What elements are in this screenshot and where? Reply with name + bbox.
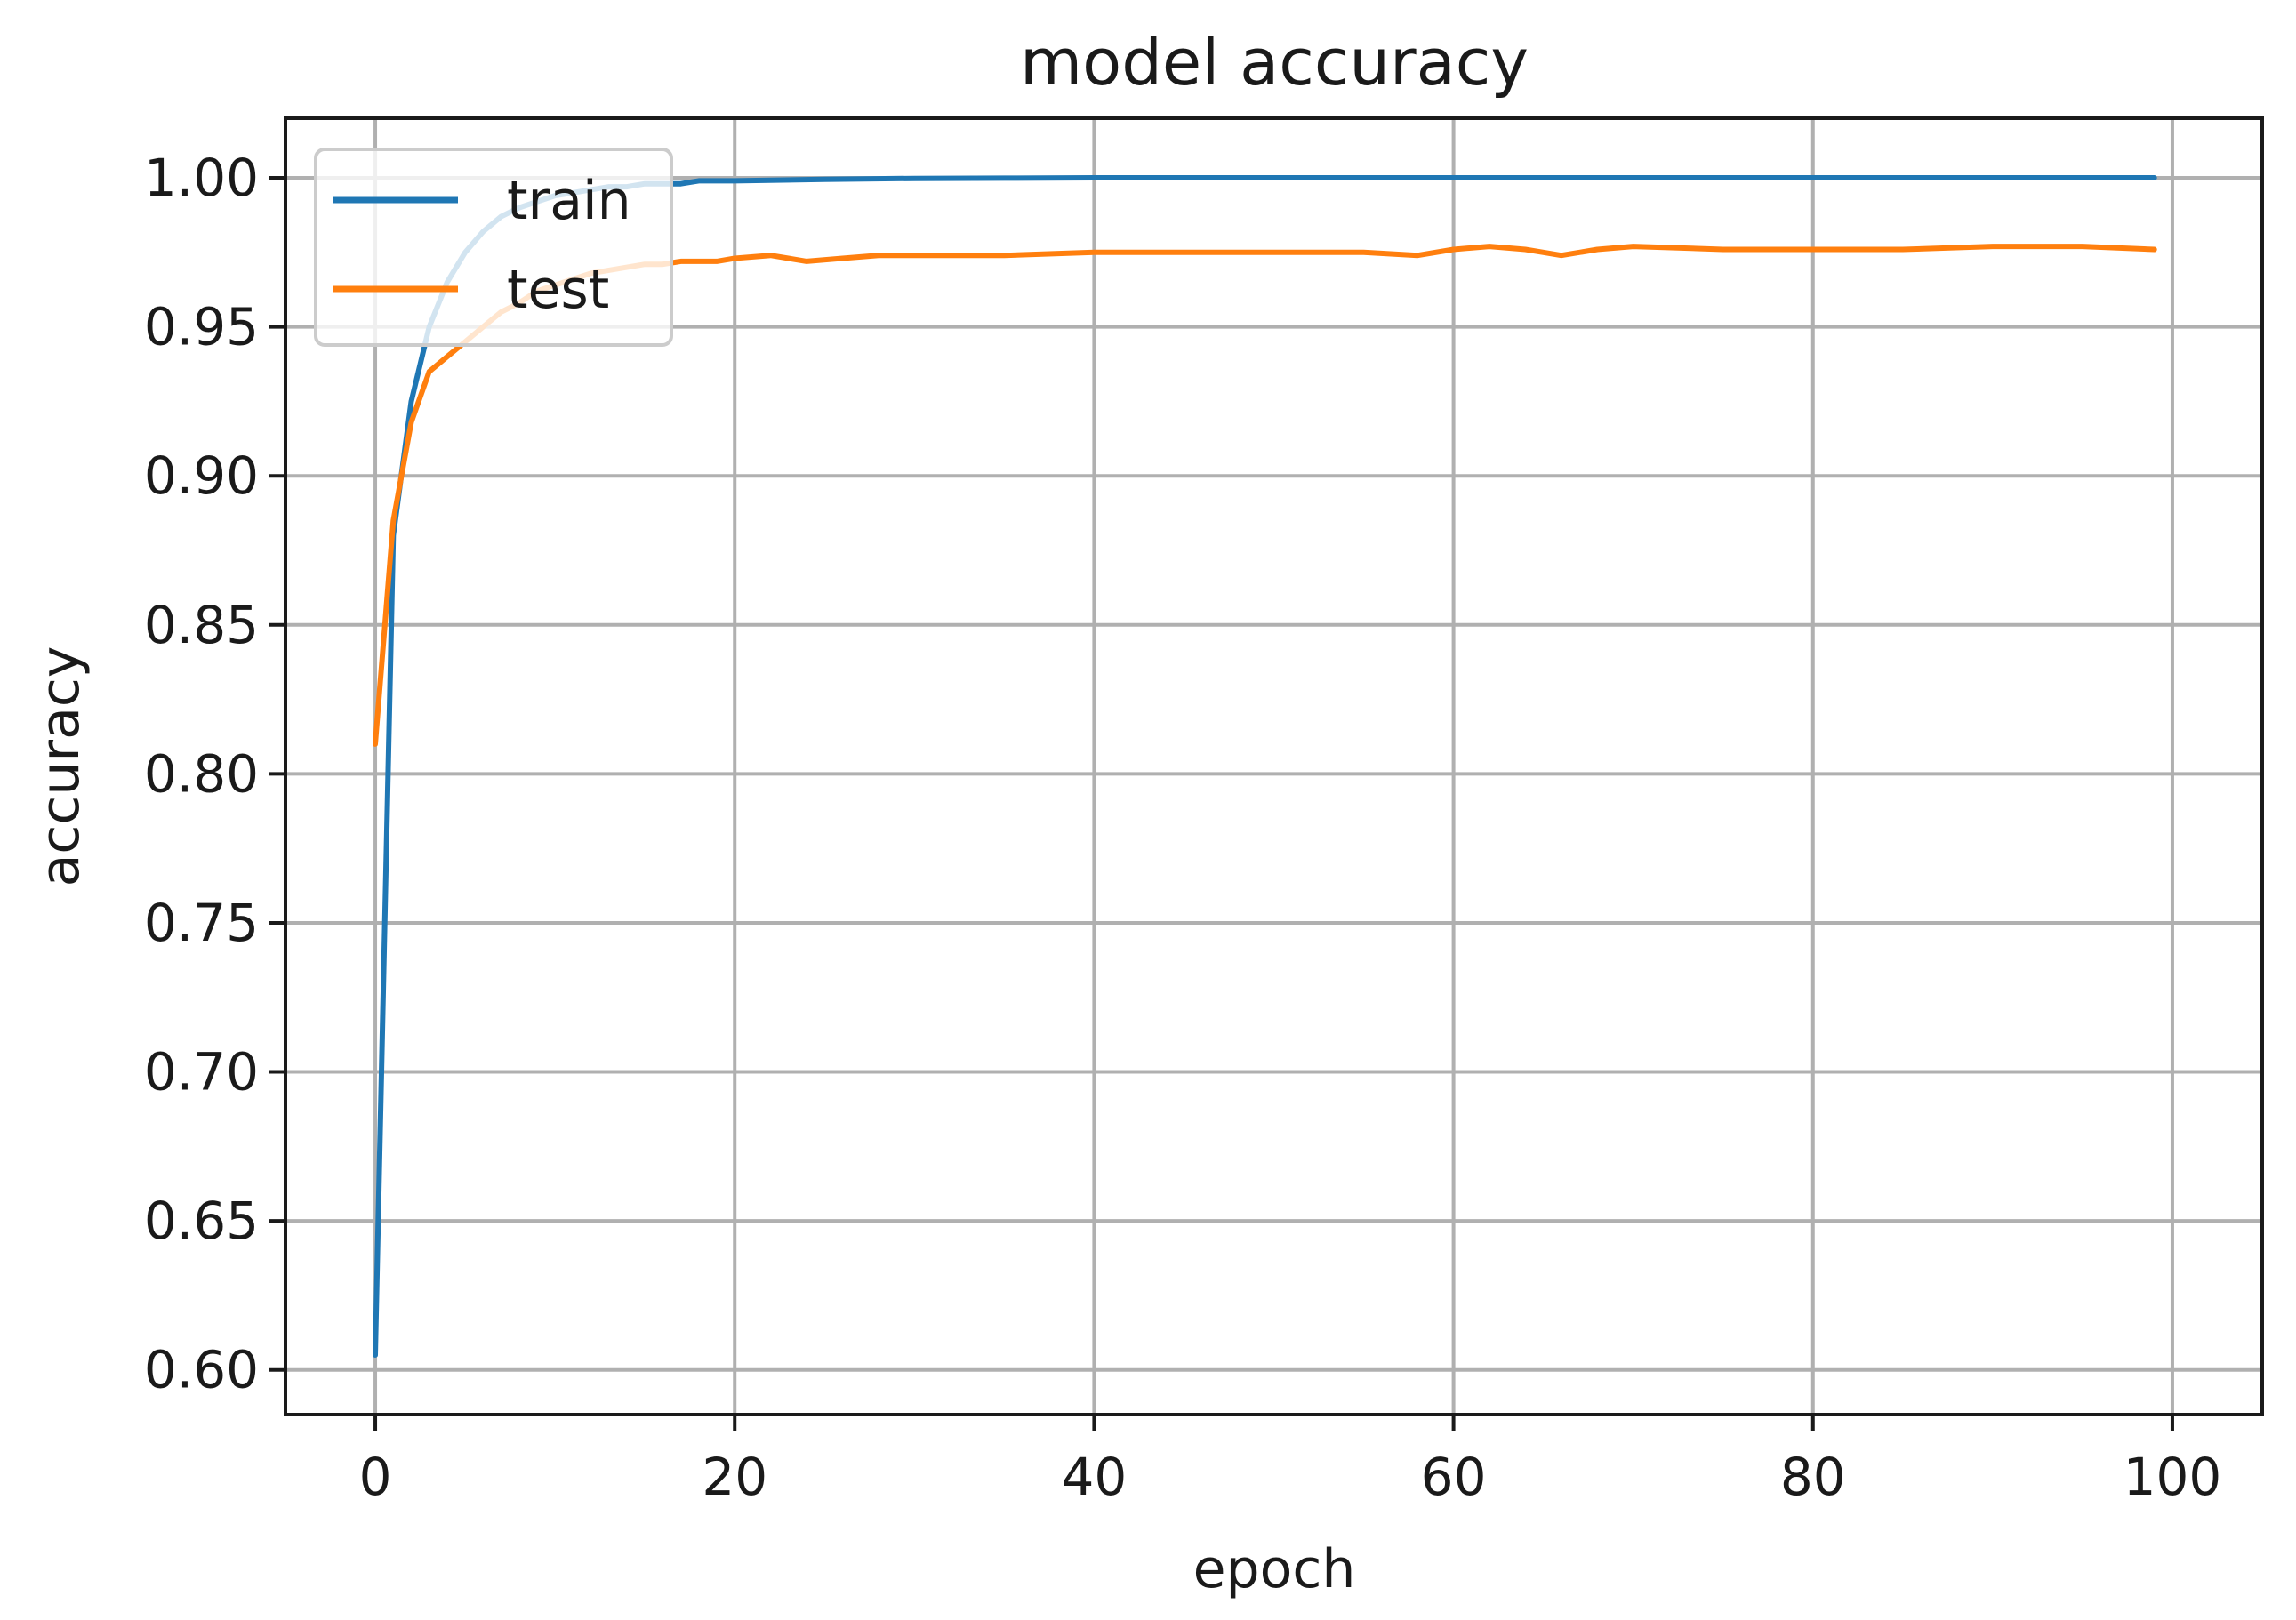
x-tick-label: 20 xyxy=(702,1447,767,1507)
x-tick-label: 0 xyxy=(359,1447,392,1507)
y-tick-label: 0.90 xyxy=(144,445,259,506)
y-tick-label: 0.85 xyxy=(144,595,259,655)
y-tick-label: 0.80 xyxy=(144,743,259,804)
x-axis-label: epoch xyxy=(1193,1538,1356,1600)
x-tick-label: 40 xyxy=(1062,1447,1128,1507)
y-tick-label: 1.00 xyxy=(144,148,259,208)
chart-title: model accuracy xyxy=(1020,25,1529,100)
y-tick-label: 0.70 xyxy=(144,1042,259,1103)
plot-frame xyxy=(284,116,2264,1416)
x-axis: 0 20 40 60 80 100 xyxy=(359,1415,2222,1507)
y-axis-label: accuracy xyxy=(29,646,92,887)
y-tick-label: 0.60 xyxy=(144,1340,259,1400)
legend: train test xyxy=(314,148,673,347)
y-tick-label: 0.65 xyxy=(144,1191,259,1251)
x-tick-label: 80 xyxy=(1780,1447,1846,1507)
x-tick-label: 60 xyxy=(1421,1447,1487,1507)
y-tick-label: 0.75 xyxy=(144,893,259,953)
y-tick-label: 0.95 xyxy=(144,297,259,357)
legend-label-test: test xyxy=(507,259,609,321)
legend-label-train: train xyxy=(507,170,631,232)
x-tick-label: 100 xyxy=(2123,1447,2222,1507)
y-axis: 0.60 0.65 0.70 0.75 0.80 0.85 0.90 0.95 1.00 xyxy=(144,148,285,1400)
